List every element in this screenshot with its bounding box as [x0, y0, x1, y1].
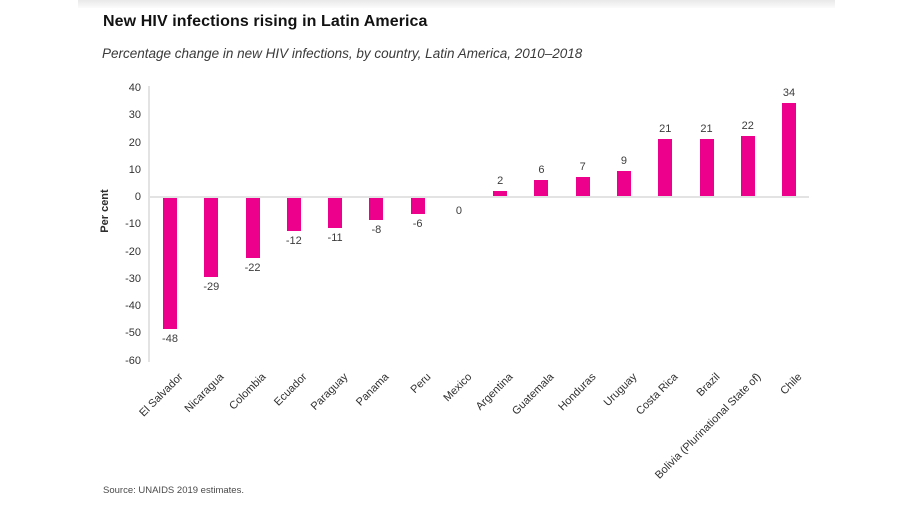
bar — [163, 198, 177, 329]
bar-value-label: 9 — [620, 155, 628, 168]
bar-value-label: 6 — [538, 163, 545, 176]
bar-value-label: -11 — [327, 231, 343, 244]
bar-value-label: 34 — [782, 87, 796, 100]
page-top-shadow — [78, 0, 835, 8]
y-tick-label: 30 — [128, 109, 141, 122]
bar — [782, 103, 797, 196]
bar — [534, 179, 549, 196]
bar — [493, 190, 508, 196]
bar — [740, 136, 755, 196]
bar — [204, 198, 219, 278]
bar — [286, 198, 301, 231]
y-tick-label: -30 — [125, 272, 141, 285]
y-tick-label: -60 — [125, 354, 141, 367]
y-tick-label: 40 — [128, 82, 141, 94]
bar — [658, 138, 673, 196]
bar-value-label: -48 — [162, 332, 178, 345]
bar-value-label: -8 — [371, 223, 382, 236]
bar-value-label: 2 — [497, 174, 504, 187]
chart-subtitle: Percentage change in new HIV infections,… — [102, 46, 583, 61]
bar-value-label: 22 — [741, 120, 754, 133]
bar-value-label: 21 — [659, 122, 672, 135]
y-tick-label: -20 — [125, 245, 141, 258]
y-tick-label: 0 — [134, 191, 141, 203]
bar — [410, 198, 425, 215]
y-tick-label: -40 — [125, 300, 141, 312]
zero-baseline — [148, 196, 809, 198]
y-axis-line — [148, 86, 150, 362]
bar — [575, 176, 590, 196]
bar — [616, 171, 631, 196]
chart-title: New HIV infections rising in Latin Ameri… — [103, 13, 428, 30]
bar — [245, 198, 260, 258]
bar — [328, 198, 343, 228]
bar — [699, 138, 714, 196]
y-tick-label: 10 — [128, 163, 141, 176]
bar-value-label: -6 — [412, 218, 423, 231]
bar-value-label: -29 — [203, 281, 220, 294]
bar-value-label: 21 — [700, 122, 713, 135]
bar-value-label: 0 — [455, 205, 462, 217]
y-tick-label: -10 — [125, 218, 141, 231]
bar-value-label: 7 — [579, 160, 586, 173]
y-tick-label: -50 — [125, 327, 141, 340]
bar — [369, 198, 384, 220]
bar-value-label: -12 — [285, 234, 302, 247]
bar-value-label: -22 — [244, 261, 261, 274]
source-note: Source: UNAIDS 2019 estimates. — [103, 485, 244, 496]
y-tick-label: 20 — [128, 136, 141, 149]
